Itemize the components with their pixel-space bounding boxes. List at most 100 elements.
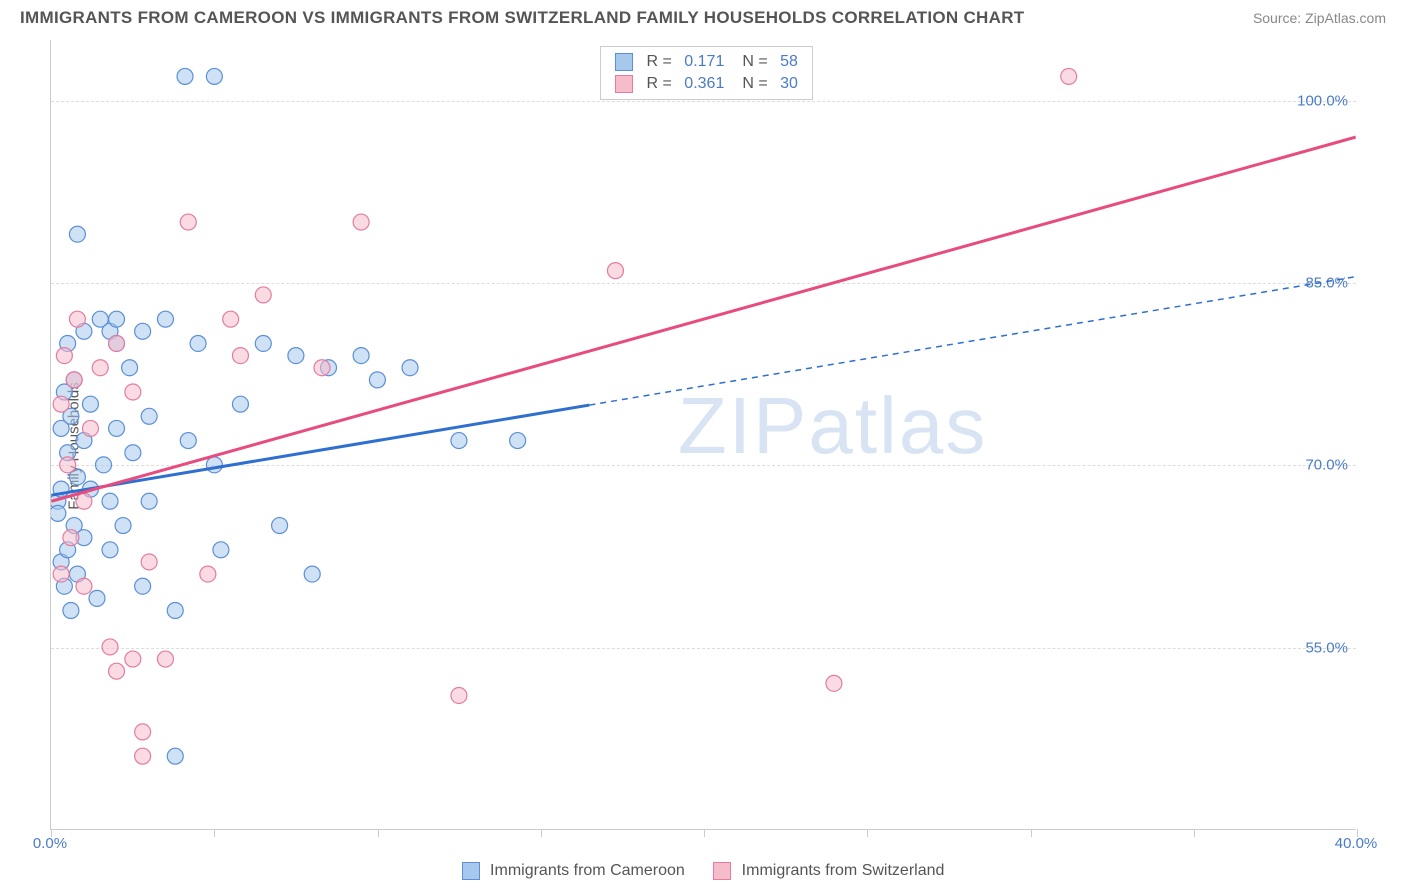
data-point	[102, 542, 118, 558]
data-point	[122, 360, 138, 376]
stat-N-value: 30	[776, 75, 798, 93]
data-point	[451, 687, 467, 703]
stat-R-value: 0.361	[680, 75, 724, 93]
data-point	[272, 518, 288, 534]
data-point	[402, 360, 418, 376]
x-tick	[541, 829, 542, 837]
stats-legend-row: R = 0.171 N = 58	[615, 51, 798, 73]
data-point	[66, 372, 82, 388]
stats-legend-row: R = 0.361 N = 30	[615, 73, 798, 95]
data-point	[135, 748, 151, 764]
data-point	[115, 518, 131, 534]
data-point	[141, 408, 157, 424]
x-tick-label: 0.0%	[33, 835, 67, 852]
stat-R-label: R =	[647, 53, 672, 71]
data-point	[69, 226, 85, 242]
data-point	[255, 287, 271, 303]
data-point	[141, 554, 157, 570]
data-point	[109, 663, 125, 679]
stat-N-label: N =	[742, 53, 767, 71]
data-point	[451, 433, 467, 449]
data-point	[69, 311, 85, 327]
x-tick	[704, 829, 705, 837]
legend-swatch	[615, 75, 633, 93]
data-point	[607, 263, 623, 279]
data-point	[213, 542, 229, 558]
data-point	[369, 372, 385, 388]
data-point	[76, 493, 92, 509]
data-point	[89, 590, 105, 606]
data-point	[353, 214, 369, 230]
legend-item: Immigrants from Switzerland	[713, 862, 944, 879]
data-point	[190, 335, 206, 351]
x-tick	[1194, 829, 1195, 837]
data-point	[125, 384, 141, 400]
data-point	[255, 335, 271, 351]
data-point	[92, 360, 108, 376]
data-point	[60, 457, 76, 473]
data-point	[177, 68, 193, 84]
scatter-chart	[51, 40, 1356, 829]
x-tick-label: 40.0%	[1335, 835, 1378, 852]
source-attribution: Source: ZipAtlas.com	[1253, 10, 1386, 26]
data-point	[109, 335, 125, 351]
chart-title: IMMIGRANTS FROM CAMEROON VS IMMIGRANTS F…	[20, 8, 1024, 28]
stat-N-value: 58	[776, 53, 798, 71]
data-point	[82, 396, 98, 412]
data-point	[206, 68, 222, 84]
data-point	[53, 566, 69, 582]
legend-swatch	[462, 862, 480, 880]
data-point	[157, 311, 173, 327]
data-point	[135, 578, 151, 594]
legend-swatch	[713, 862, 731, 880]
data-point	[82, 420, 98, 436]
data-point	[51, 505, 66, 521]
x-tick	[214, 829, 215, 837]
trendline-dashed	[589, 277, 1355, 405]
data-point	[180, 214, 196, 230]
data-point	[109, 311, 125, 327]
stats-legend-box: R = 0.171 N = 58 R = 0.361 N = 30	[600, 46, 813, 100]
stat-R-label: R =	[647, 75, 672, 93]
data-point	[304, 566, 320, 582]
x-tick	[378, 829, 379, 837]
chart-container: ZIPatlas R = 0.171 N = 58 R = 0.361 N = …	[50, 40, 1390, 830]
data-point	[180, 433, 196, 449]
data-point	[135, 323, 151, 339]
legend-item: Immigrants from Cameroon	[462, 862, 690, 879]
data-point	[232, 348, 248, 364]
data-point	[102, 493, 118, 509]
data-point	[206, 457, 222, 473]
data-point	[314, 360, 330, 376]
data-point	[167, 748, 183, 764]
data-point	[232, 396, 248, 412]
data-point	[96, 457, 112, 473]
data-point	[141, 493, 157, 509]
data-point	[826, 675, 842, 691]
data-point	[135, 724, 151, 740]
series-legend: Immigrants from Cameroon Immigrants from…	[0, 862, 1406, 880]
data-point	[353, 348, 369, 364]
stat-N-label: N =	[742, 75, 767, 93]
trendline	[51, 137, 1355, 501]
data-point	[288, 348, 304, 364]
data-point	[63, 530, 79, 546]
data-point	[223, 311, 239, 327]
data-point	[56, 348, 72, 364]
data-point	[109, 420, 125, 436]
data-point	[510, 433, 526, 449]
data-point	[157, 651, 173, 667]
data-point	[125, 445, 141, 461]
legend-label: Immigrants from Cameroon	[490, 862, 685, 879]
legend-label: Immigrants from Switzerland	[742, 862, 945, 879]
data-point	[1061, 68, 1077, 84]
x-tick	[867, 829, 868, 837]
data-point	[76, 578, 92, 594]
data-point	[53, 396, 69, 412]
x-tick	[1031, 829, 1032, 837]
stat-R-value: 0.171	[680, 53, 724, 71]
data-point	[167, 603, 183, 619]
data-point	[200, 566, 216, 582]
legend-swatch	[615, 53, 633, 71]
data-point	[125, 651, 141, 667]
